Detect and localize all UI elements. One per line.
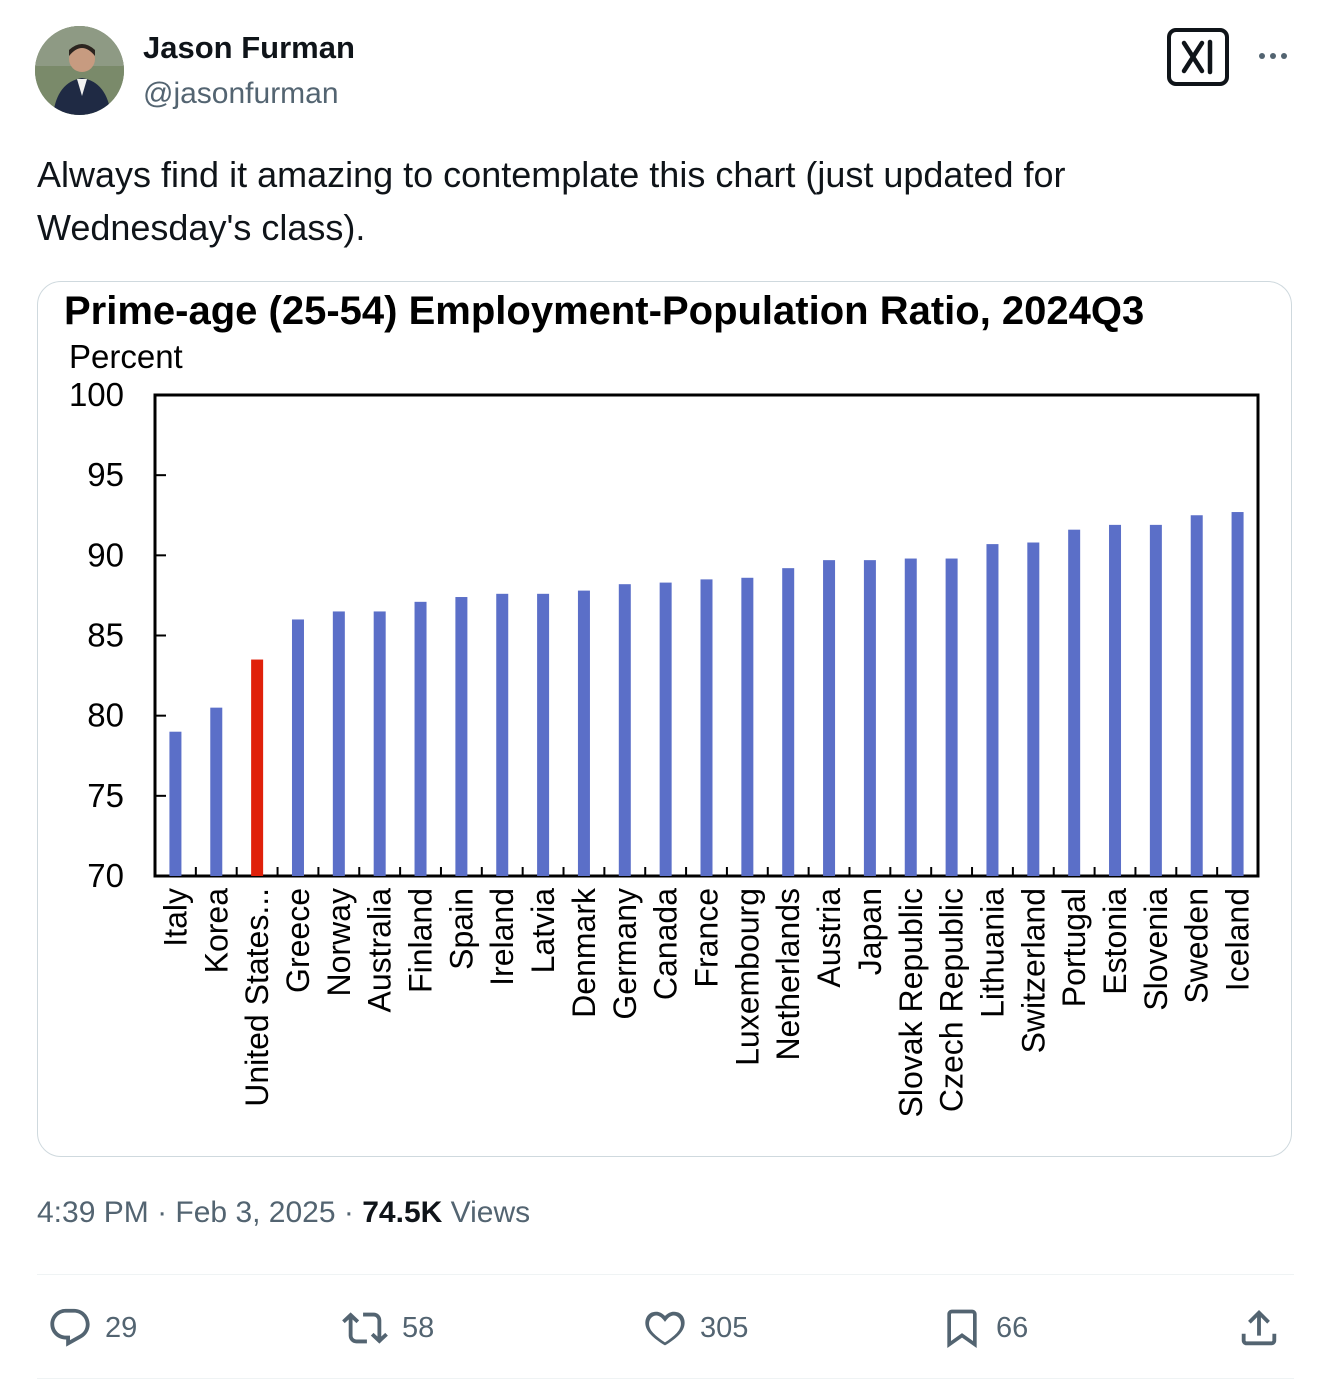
x-tick-label: Australia (362, 888, 398, 1013)
share-button[interactable] (1236, 1300, 1282, 1356)
tweet-meta: 4:39 PM · Feb 3, 2025 · 74.5K Views (37, 1196, 530, 1230)
divider-bottom (37, 1378, 1294, 1379)
x-tick-label: Czech Republic (934, 888, 970, 1112)
y-tick-label: 100 (69, 376, 124, 413)
x-tick-label: Iceland (1220, 888, 1256, 991)
y-tick-label: 95 (87, 456, 124, 493)
bar-austria (823, 560, 836, 876)
meta-separator-2: · (343, 1196, 354, 1229)
bar-ireland (496, 593, 509, 876)
repost-count: 58 (402, 1311, 435, 1344)
x-tick-label: Korea (198, 888, 234, 974)
bar-canada (659, 582, 672, 876)
bar-norway (332, 611, 345, 876)
reply-count: 29 (105, 1311, 138, 1344)
x-tick-label: Latvia (525, 888, 561, 974)
y-tick-label: 70 (87, 857, 124, 894)
like-count: 305 (700, 1311, 749, 1344)
bar-italy (169, 731, 182, 876)
bar-finland (414, 601, 427, 876)
like-button[interactable]: 305 (642, 1300, 748, 1356)
bookmark-count: 66 (996, 1311, 1029, 1344)
bar-slovenia (1149, 524, 1162, 876)
bar-netherlands (782, 568, 795, 876)
x-tick-label: Netherlands (770, 888, 806, 1061)
views-count: 74.5K (362, 1196, 443, 1229)
bar-australia (373, 611, 386, 876)
x-tick-label: Slovenia (1138, 888, 1174, 1011)
author-name[interactable]: Jason Furman (143, 30, 355, 65)
employment-chart: Prime-age (25-54) Employment-Population … (64, 289, 1260, 1117)
x-tick-label: Portugal (1056, 888, 1092, 1007)
profile-photo-icon (35, 26, 124, 115)
bar-slovak-republic (904, 558, 917, 876)
bar-spain (455, 597, 468, 876)
tweet-text: Always find it amazing to contemplate th… (37, 154, 1066, 248)
share-icon (1241, 1309, 1277, 1346)
x-tick-label: United States... (239, 888, 275, 1107)
x-tick-label: Ireland (484, 888, 520, 986)
meta-separator: · (157, 1196, 168, 1229)
heart-icon (645, 1311, 685, 1346)
y-tick-label: 80 (87, 697, 124, 734)
bar-denmark (577, 590, 590, 876)
bar-lithuania (986, 544, 999, 876)
bar-latvia (537, 593, 550, 876)
x-tick-label: Italy (157, 888, 193, 947)
bar-united-states (251, 659, 264, 876)
bookmark-icon (947, 1309, 977, 1349)
bar-france (700, 579, 713, 876)
tweet-date[interactable]: Feb 3, 2025 (175, 1196, 336, 1229)
x-tick-label: Greece (280, 888, 316, 993)
chart-title: Prime-age (25-54) Employment-Population … (64, 289, 1144, 333)
bar-luxembourg (741, 577, 754, 876)
y-tick-label: 85 (87, 617, 124, 654)
reply-icon (50, 1308, 90, 1347)
tweet-media[interactable]: Prime-age (25-54) Employment-Population … (37, 281, 1292, 1157)
grok-icon (1181, 39, 1213, 75)
y-tick-label: 90 (87, 536, 124, 573)
repost-icon (342, 1312, 388, 1344)
more-icon[interactable] (1252, 36, 1294, 76)
divider-top (37, 1274, 1294, 1275)
x-tick-label: France (689, 888, 725, 988)
repost-button[interactable]: 58 (340, 1300, 434, 1356)
bar-sweden (1190, 515, 1203, 876)
x-tick-label: Luxembourg (729, 888, 765, 1066)
bar-korea (210, 707, 223, 876)
x-tick-label: Spain (443, 888, 479, 970)
y-tick-label: 75 (87, 777, 124, 814)
grok-button[interactable] (1167, 28, 1229, 86)
reply-button[interactable]: 29 (47, 1300, 137, 1356)
bookmark-button[interactable]: 66 (940, 1300, 1028, 1356)
x-tick-label: Sweden (1179, 888, 1215, 1004)
chart-ylabel: Percent (69, 338, 183, 375)
x-tick-label: Norway (321, 888, 357, 996)
author-handle[interactable]: @jasonfurman (143, 77, 339, 110)
x-tick-label: Estonia (1097, 888, 1133, 995)
bar-greece (291, 619, 304, 876)
x-tick-label: Lithuania (974, 888, 1010, 1018)
x-tick-label: Switzerland (1015, 888, 1051, 1053)
x-tick-label: Denmark (566, 887, 602, 1018)
x-tick-label: Canada (648, 888, 684, 1000)
bar-japan (863, 560, 876, 876)
bar-switzerland (1027, 542, 1040, 876)
bar-estonia (1109, 524, 1122, 876)
views-label: Views (450, 1196, 531, 1229)
x-tick-label: Germany (607, 888, 643, 1020)
avatar[interactable] (35, 26, 124, 115)
bar-czech-republic (945, 558, 958, 876)
x-tick-label: Austria (811, 888, 847, 988)
x-tick-label: Finland (403, 888, 439, 993)
bar-iceland (1231, 512, 1244, 876)
x-tick-label: Slovak Republic (893, 888, 929, 1117)
tweet-time[interactable]: 4:39 PM (37, 1196, 149, 1229)
x-tick-label: Japan (852, 888, 888, 975)
bar-portugal (1068, 529, 1081, 876)
bar-germany (618, 584, 631, 876)
